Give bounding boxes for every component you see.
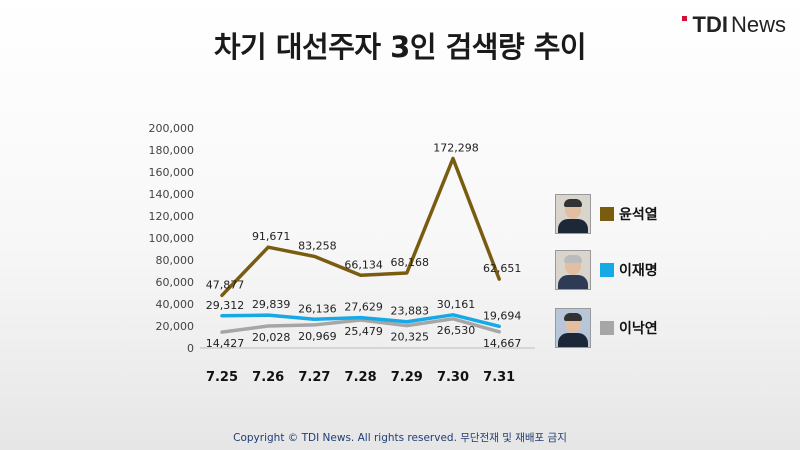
legend-item-2: 이재명 — [555, 250, 658, 290]
logo-text-news: News — [730, 12, 786, 37]
data-label: 83,258 — [298, 239, 337, 252]
data-label: 30,161 — [437, 298, 476, 311]
person-photo-icon — [555, 308, 591, 348]
person-photo-icon — [555, 250, 591, 290]
legend-label-1: 윤석열 — [619, 207, 658, 223]
data-label: 47,877 — [206, 278, 245, 291]
x-tick-label: 7.26 — [252, 370, 284, 385]
y-tick-label: 60,000 — [156, 276, 195, 289]
x-tick-label: 7.29 — [391, 370, 423, 385]
legend-label-3: 이낙연 — [619, 321, 658, 337]
x-tick-label: 7.30 — [437, 370, 469, 385]
x-tick-label: 7.27 — [298, 370, 330, 385]
data-label: 172,298 — [433, 141, 479, 154]
legend-swatch-1 — [600, 207, 614, 221]
copyright-footer: Copyright © TDI News. All rights reserve… — [233, 432, 567, 444]
y-tick-label: 120,000 — [149, 210, 195, 223]
data-label: 20,028 — [252, 331, 291, 344]
data-label: 27,629 — [344, 301, 383, 314]
series-line-1 — [220, 156, 501, 298]
data-label: 62,651 — [483, 262, 522, 275]
series-line-2 — [220, 313, 501, 329]
data-label: 14,667 — [483, 337, 522, 350]
chart-title: 차기 대선주자 3인 검색량 추이 — [213, 30, 587, 64]
data-label: 26,136 — [298, 302, 337, 315]
series-line-3 — [220, 317, 501, 334]
y-tick-label: 20,000 — [156, 320, 195, 333]
data-label: 29,839 — [252, 298, 291, 311]
data-label: 19,694 — [483, 309, 522, 322]
logo-text-tdi: TDI — [692, 12, 728, 37]
data-label: 25,479 — [344, 325, 383, 338]
y-tick-label: 0 — [187, 342, 194, 355]
data-label: 20,325 — [391, 331, 430, 344]
tdi-news-logo: TDI News — [681, 12, 786, 38]
legend-item-1: 윤석열 — [555, 194, 658, 234]
data-label: 29,312 — [206, 299, 245, 312]
data-label: 26,530 — [437, 324, 476, 337]
data-label: 68,168 — [391, 256, 430, 269]
y-tick-label: 180,000 — [149, 144, 195, 157]
data-label: 23,883 — [391, 305, 430, 318]
y-tick-label: 160,000 — [149, 166, 195, 179]
legend-item-3: 이낙연 — [555, 308, 658, 348]
person-photo-icon — [555, 194, 591, 234]
logo-mark-icon — [681, 14, 690, 36]
legend-label-2: 이재명 — [619, 263, 658, 279]
y-tick-label: 140,000 — [149, 188, 195, 201]
legend-swatch-3 — [600, 321, 614, 335]
data-label: 66,134 — [344, 258, 383, 271]
data-label: 14,427 — [206, 337, 245, 350]
data-label: 91,671 — [252, 230, 291, 243]
x-tick-label: 7.28 — [345, 370, 377, 385]
x-tick-label: 7.31 — [483, 370, 515, 385]
y-tick-label: 100,000 — [149, 232, 195, 245]
y-tick-label: 80,000 — [156, 254, 195, 267]
legend-swatch-2 — [600, 263, 614, 277]
y-tick-label: 40,000 — [156, 298, 195, 311]
x-tick-label: 7.25 — [206, 370, 238, 385]
data-label: 20,969 — [298, 330, 337, 343]
y-tick-label: 200,000 — [149, 122, 195, 135]
